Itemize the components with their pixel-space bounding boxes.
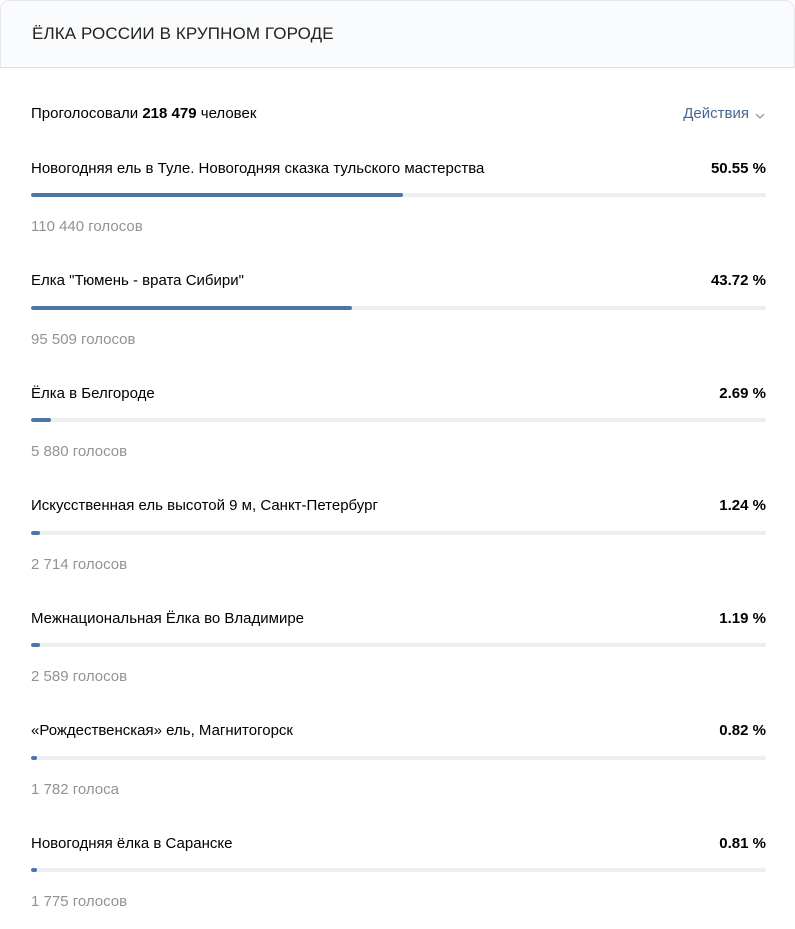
poll-option[interactable]: Новогодняя ёлка в Саранске 0.81 % 1 775 го… (31, 832, 766, 929)
poll-option[interactable]: Искусственная ель высотой 9 м, Санкт-Пет… (31, 495, 766, 608)
actions-dropdown[interactable]: Действия (683, 105, 765, 122)
poll-option[interactable]: Ёлка в Белгороде 2.69 % 5 880 голосов (31, 382, 766, 495)
poll-option-row: «Рождественская» ель, Магнитогорск 0.82 % (31, 720, 766, 742)
poll-option-row: Искусственная ель высотой 9 м, Санкт-Пет… (31, 495, 766, 517)
poll-option-progress-fill (31, 305, 353, 310)
poll-option-votes: 5 880 голосов (31, 443, 128, 460)
poll-header: ЁЛКА РОССИИ В КРУПНОМ ГОРОДЕ (0, 0, 795, 68)
chevron-down-icon (755, 108, 765, 119)
poll-option-label: «Рождественская» ель, Магнитогорск (31, 722, 293, 739)
poll-option-progress-bar (31, 868, 766, 872)
poll-option-row: Новогодняя ель в Туле. Новогодняя сказка… (31, 157, 766, 179)
poll-option-label: Елка "Тюмень - врата Сибири" (31, 272, 244, 289)
poll-option-label: Новогодняя ёлка в Саранске (31, 834, 233, 852)
poll-option-label: Искусственная ель высотой 9 м, Санкт-Пет… (31, 497, 378, 514)
poll-option-progress-fill (31, 418, 51, 422)
total-votes: 218 479 (142, 104, 197, 122)
poll-option-percent: 1.24 % (719, 497, 766, 514)
poll-option-votes: 2 589 голосов (31, 668, 128, 685)
summary-suffix: человек (200, 104, 257, 122)
poll-option-label: Межнациональная Ёлка во Владимире (31, 609, 305, 627)
poll-option-percent: 43.72 % (710, 272, 766, 289)
vote-count-summary: Проголосовали 218 479 человек (31, 105, 256, 122)
poll-option-progress-bar (31, 530, 766, 535)
poll-option-progress-bar (31, 305, 766, 310)
poll-option-percent: 0.81 % (719, 834, 766, 852)
poll-title: ЁЛКА РОССИИ В КРУПНОМ ГОРОДЕ (32, 24, 334, 43)
poll-option-progress-bar (31, 418, 766, 422)
poll-option-row: Межнациональная Ёлка во Владимире 1.19 % (31, 607, 766, 629)
poll-option-votes: 2 714 голосов (31, 555, 128, 573)
poll-option-progress-bar (31, 193, 766, 197)
poll-option-row: Новогодняя ёлка в Саранске 0.81 % (31, 832, 766, 854)
poll-option-progress-fill (31, 643, 40, 647)
poll-summary: Проголосовали 218 479 человек Действия (31, 102, 765, 124)
poll-option-label: Ёлка в Белгороде (31, 384, 155, 402)
poll-option[interactable]: «Рождественская» ель, Магнитогорск 0.82 %… (31, 720, 766, 833)
poll-option-progress-fill (31, 755, 38, 760)
poll-option-label: Новогодняя ель в Туле. Новогодняя сказка… (31, 159, 485, 177)
actions-label: Действия (683, 104, 749, 122)
poll-option-row: Ёлка в Белгороде 2.69 % (31, 382, 766, 404)
poll-option-votes: 110 440 голосов (31, 218, 143, 235)
poll-option-row: Елка "Тюмень - врата Сибири" 43.72 % (31, 270, 766, 292)
poll-option-progress-fill (31, 193, 403, 197)
poll-option-progress-fill (31, 868, 37, 872)
poll-option-percent: 0.82 % (719, 722, 766, 739)
poll-option-percent: 50.55 % (710, 159, 766, 177)
poll-option-votes: 1 782 голоса (31, 780, 119, 798)
poll-options: Новогодняя ель в Туле. Новогодняя сказка… (31, 157, 766, 929)
poll-option-percent: 1.19 % (719, 609, 766, 627)
poll-option-percent: 2.69 % (719, 384, 766, 402)
poll-option-progress-fill (31, 530, 41, 535)
poll-option-progress-bar (31, 755, 766, 760)
poll-option[interactable]: Елка "Тюмень - врата Сибири" 43.72 % 95 50… (31, 270, 766, 383)
poll-option[interactable]: Межнациональная Ёлка во Владимире 1.19 % 2… (31, 607, 766, 720)
poll-option-votes: 1 775 голосов (31, 893, 128, 910)
poll-option-votes: 95 509 голосов (31, 330, 136, 348)
poll-option[interactable]: Новогодняя ель в Туле. Новогодняя сказка… (31, 157, 766, 270)
summary-prefix: Проголосовали (31, 104, 139, 122)
poll-option-progress-bar (31, 643, 766, 647)
